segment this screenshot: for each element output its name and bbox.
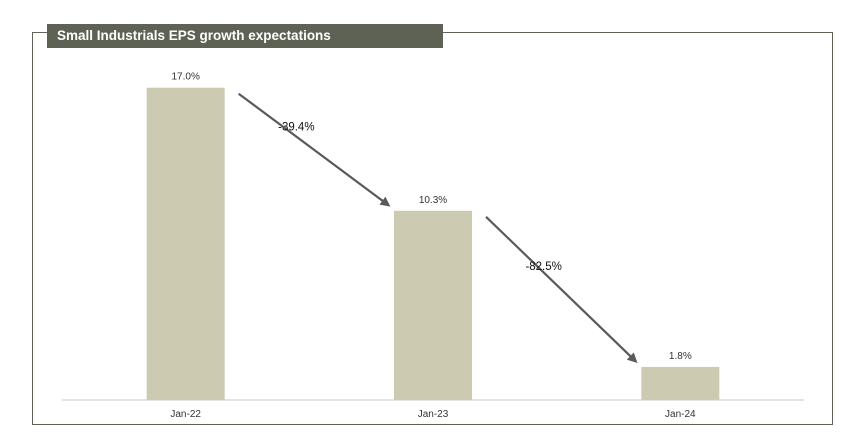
chart-title: Small Industrials EPS growth expectation…: [47, 24, 443, 48]
change-arrow: [238, 92, 391, 207]
data-label: 1.8%: [669, 351, 692, 362]
x-tick-label: Jan-22: [170, 409, 201, 420]
bar-jan-23: [394, 210, 472, 400]
x-tick-label: Jan-23: [418, 409, 449, 420]
x-tick-label: Jan-24: [665, 409, 696, 420]
bar-jan-22: [146, 87, 225, 400]
bar-jan-24: [641, 366, 720, 400]
change-arrow: [485, 216, 638, 364]
change-label: -39.4%: [278, 121, 314, 133]
data-label: 17.0%: [171, 72, 199, 83]
data-label: 10.3%: [419, 195, 447, 206]
change-label: -82.5%: [525, 261, 561, 273]
